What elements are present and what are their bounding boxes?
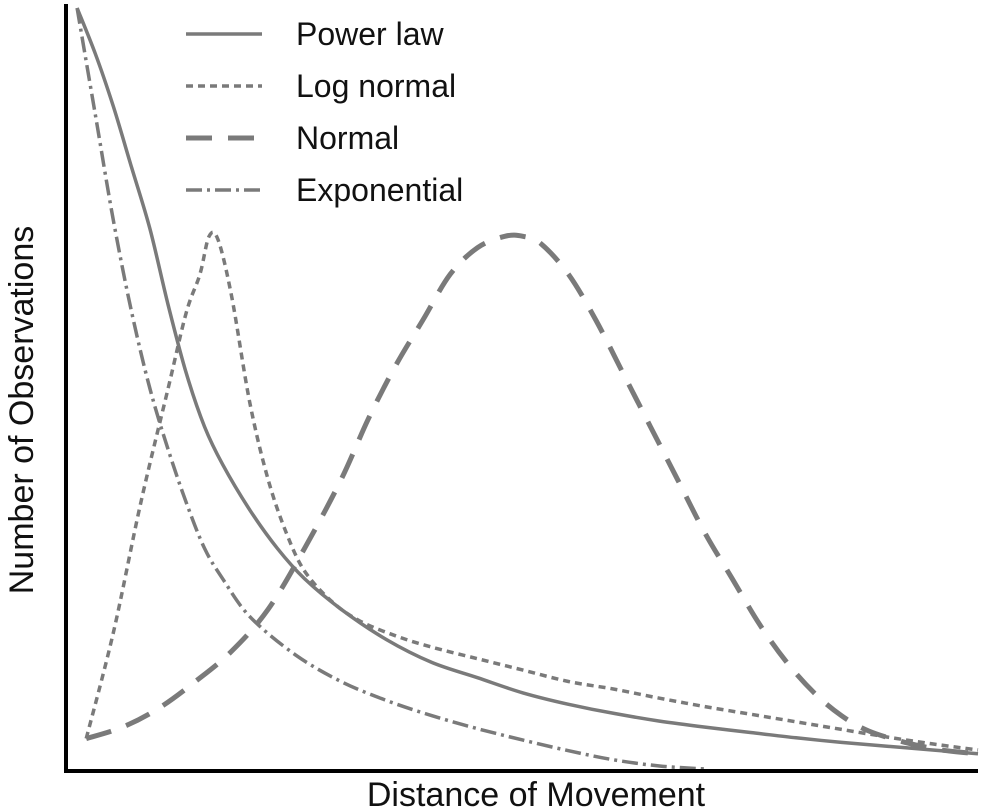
legend-label-log-normal: Log normal: [296, 68, 456, 104]
legend-label-exponential: Exponential: [296, 172, 463, 208]
x-axis-label: Distance of Movement: [367, 776, 706, 810]
legend-label-power-law: Power law: [296, 16, 445, 52]
series-line-log-normal: [84, 230, 979, 752]
series-layer: [75, 7, 979, 771]
series-line-exponential: [75, 7, 706, 771]
legend: Power law Log normal Normal Exponential: [186, 16, 463, 208]
series-line-normal: [85, 232, 979, 757]
series-line-power-law: [75, 7, 979, 756]
y-axis-label: Number of Observations: [3, 226, 41, 595]
legend-label-normal: Normal: [296, 120, 399, 156]
